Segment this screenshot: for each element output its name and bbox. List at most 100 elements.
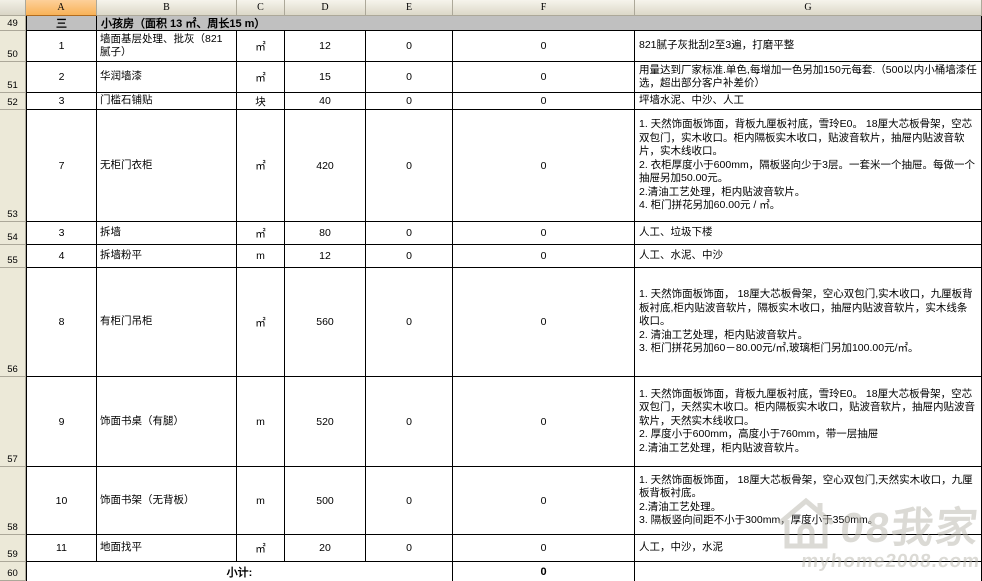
row-number[interactable]: 50 xyxy=(0,31,26,62)
cell-col-f[interactable]: 0 xyxy=(453,62,635,93)
cell-col-e[interactable]: 0 xyxy=(366,222,453,245)
table-row: 57 9 饰面书桌（有腿） m 520 0 0 1. 天然饰面板饰面，背板九厘板… xyxy=(0,377,982,467)
cell-col-e[interactable]: 0 xyxy=(366,467,453,535)
cell-item-name[interactable]: 有柜门吊柜 xyxy=(97,268,237,377)
cell-item-name[interactable]: 门槛石铺贴 xyxy=(97,93,237,110)
cell-unit[interactable]: 块 xyxy=(237,93,285,110)
cell-item-no[interactable]: 7 xyxy=(26,110,97,222)
cell-quantity[interactable]: 40 xyxy=(285,93,366,110)
cell-item-no[interactable]: 9 xyxy=(26,377,97,467)
column-header-g[interactable]: G xyxy=(635,0,982,16)
cell-item-no[interactable]: 1 xyxy=(26,31,97,62)
cell-item-name[interactable]: 墙面基层处理、批灰（821腻子） xyxy=(97,31,237,62)
cell-unit[interactable]: m xyxy=(237,467,285,535)
cell-quantity[interactable]: 20 xyxy=(285,535,366,562)
cell-item-no[interactable]: 4 xyxy=(26,245,97,268)
table-row: 58 10 饰面书架（无背板） m 500 0 0 1. 天然饰面板饰面， 18… xyxy=(0,467,982,535)
cell-unit[interactable]: ㎡ xyxy=(237,535,285,562)
cell-quantity[interactable]: 520 xyxy=(285,377,366,467)
cell-quantity[interactable]: 15 xyxy=(285,62,366,93)
cell-col-f[interactable]: 0 xyxy=(453,222,635,245)
cell-description[interactable]: 人工，中沙，水泥 xyxy=(635,535,982,562)
cell-item-no[interactable]: 11 xyxy=(26,535,97,562)
row-number[interactable]: 59 xyxy=(0,535,26,562)
cell-description[interactable]: 用量达到厂家标准.单色,每增加一色另加150元每套.（500以内小桶墙漆任选，超… xyxy=(635,62,982,93)
row-number[interactable]: 60 xyxy=(0,562,26,581)
cell-col-f[interactable]: 0 xyxy=(453,377,635,467)
cell-item-no[interactable]: 3 xyxy=(26,222,97,245)
row-number[interactable]: 49 xyxy=(0,16,26,31)
cell-item-name[interactable]: 饰面书桌（有腿） xyxy=(97,377,237,467)
cell-subtotal-blank[interactable] xyxy=(635,562,982,581)
column-header-b[interactable]: B xyxy=(97,0,237,16)
cell-subtotal-label[interactable]: 小计: xyxy=(26,562,453,581)
cell-col-e[interactable]: 0 xyxy=(366,377,453,467)
cell-description[interactable]: 1. 天然饰面板饰面， 18厘大芯板骨架，空心双包门,实木收口，九厘板背板衬底,… xyxy=(635,268,982,377)
cell-quantity[interactable]: 12 xyxy=(285,31,366,62)
cell-col-e[interactable]: 0 xyxy=(366,93,453,110)
cell-unit[interactable]: m xyxy=(237,377,285,467)
cell-col-f[interactable]: 0 xyxy=(453,467,635,535)
cell-item-no[interactable]: 2 xyxy=(26,62,97,93)
cell-item-name[interactable]: 地面找平 xyxy=(97,535,237,562)
cell-col-e[interactable]: 0 xyxy=(366,110,453,222)
cell-col-f[interactable]: 0 xyxy=(453,110,635,222)
column-header-d[interactable]: D xyxy=(285,0,366,16)
cell-description[interactable]: 1. 天然饰面板饰面， 18厘大芯板骨架，空心双包门,天然实木收口，九厘板背板衬… xyxy=(635,467,982,535)
column-header-a[interactable]: A xyxy=(26,0,97,16)
row-number[interactable]: 54 xyxy=(0,222,26,245)
cell-col-f[interactable]: 0 xyxy=(453,93,635,110)
row-number[interactable]: 58 xyxy=(0,467,26,535)
table-row: 53 7 无柜门衣柜 ㎡ 420 0 0 1. 天然饰面板饰面，背板九厘板衬底，… xyxy=(0,110,982,222)
cell-section-title[interactable]: 小孩房（面积 13 ㎡、周长15 m） xyxy=(97,16,982,31)
cell-col-e[interactable]: 0 xyxy=(366,268,453,377)
column-header-c[interactable]: C xyxy=(237,0,285,16)
cell-unit[interactable]: ㎡ xyxy=(237,268,285,377)
cell-item-name[interactable]: 饰面书架（无背板） xyxy=(97,467,237,535)
cell-description[interactable]: 人工、垃圾下楼 xyxy=(635,222,982,245)
cell-col-f[interactable]: 0 xyxy=(453,245,635,268)
cell-description[interactable]: 1. 天然饰面板饰面，背板九厘板衬底，雪玲E0。 18厘大芯板骨架，空芯双包门，… xyxy=(635,110,982,222)
cell-unit[interactable]: ㎡ xyxy=(237,62,285,93)
cell-item-name[interactable]: 华润墙漆 xyxy=(97,62,237,93)
cell-item-no[interactable]: 10 xyxy=(26,467,97,535)
cell-col-f[interactable]: 0 xyxy=(453,268,635,377)
column-header-f[interactable]: F xyxy=(453,0,635,16)
row-number[interactable]: 55 xyxy=(0,245,26,268)
row-number[interactable]: 53 xyxy=(0,110,26,222)
cell-subtotal-total[interactable]: 0 xyxy=(453,562,635,581)
row-number[interactable]: 52 xyxy=(0,93,26,110)
cell-item-no[interactable]: 8 xyxy=(26,268,97,377)
cell-col-e[interactable]: 0 xyxy=(366,62,453,93)
cell-section-index[interactable]: 三 xyxy=(26,16,97,31)
cell-description[interactable]: 1. 天然饰面板饰面，背板九厘板衬底，雪玲E0。 18厘大芯板骨架，空芯双包门，… xyxy=(635,377,982,467)
cell-item-name[interactable]: 拆墙 xyxy=(97,222,237,245)
cell-col-e[interactable]: 0 xyxy=(366,31,453,62)
cell-unit[interactable]: ㎡ xyxy=(237,222,285,245)
cell-col-e[interactable]: 0 xyxy=(366,535,453,562)
row-number[interactable]: 51 xyxy=(0,62,26,93)
cell-description[interactable]: 坪墙水泥、中沙、人工 xyxy=(635,93,982,110)
cell-description[interactable]: 821腻子灰批刮2至3遍，打磨平整 xyxy=(635,31,982,62)
cell-quantity[interactable]: 560 xyxy=(285,268,366,377)
row-number[interactable]: 57 xyxy=(0,377,26,467)
cell-quantity[interactable]: 420 xyxy=(285,110,366,222)
row-number[interactable]: 56 xyxy=(0,268,26,377)
cell-item-name[interactable]: 拆墙粉平 xyxy=(97,245,237,268)
cell-unit[interactable]: ㎡ xyxy=(237,31,285,62)
column-header-e[interactable]: E xyxy=(366,0,453,16)
cell-item-no[interactable]: 3 xyxy=(26,93,97,110)
cell-unit[interactable]: m xyxy=(237,245,285,268)
table-row: 55 4 拆墙粉平 m 12 0 0 人工、水泥、中沙 xyxy=(0,245,982,268)
cell-col-f[interactable]: 0 xyxy=(453,31,635,62)
cell-unit[interactable]: ㎡ xyxy=(237,110,285,222)
select-all-corner[interactable] xyxy=(0,0,26,16)
cell-quantity[interactable]: 12 xyxy=(285,245,366,268)
cell-quantity[interactable]: 500 xyxy=(285,467,366,535)
section-row: 49 三 小孩房（面积 13 ㎡、周长15 m） xyxy=(0,16,982,31)
cell-description[interactable]: 人工、水泥、中沙 xyxy=(635,245,982,268)
cell-item-name[interactable]: 无柜门衣柜 xyxy=(97,110,237,222)
cell-col-e[interactable]: 0 xyxy=(366,245,453,268)
cell-quantity[interactable]: 80 xyxy=(285,222,366,245)
cell-col-f[interactable]: 0 xyxy=(453,535,635,562)
